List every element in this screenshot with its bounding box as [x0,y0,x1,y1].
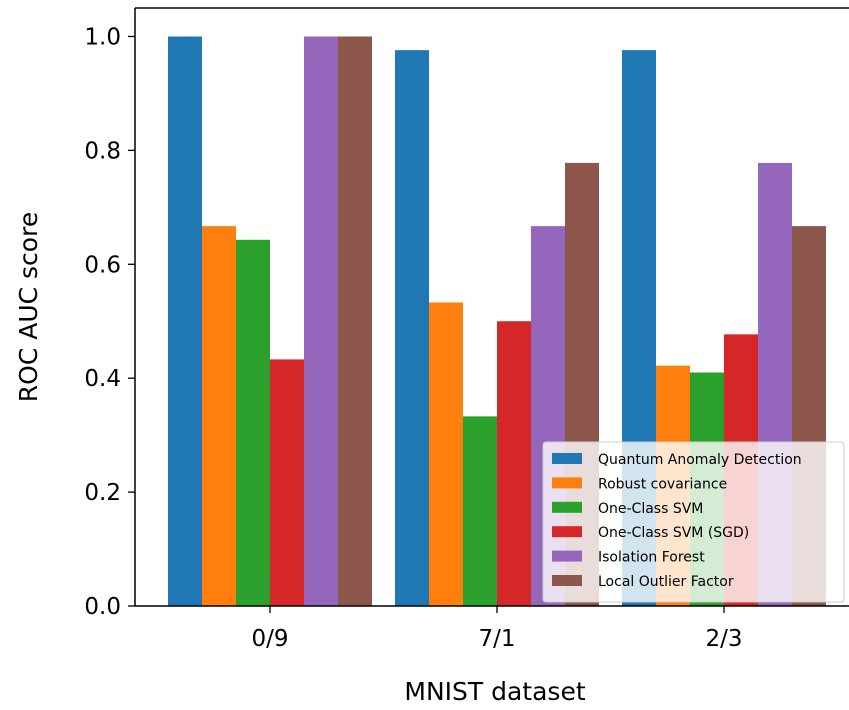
bar-0-9-isolation-forest [304,36,338,606]
legend-box [542,441,845,603]
x-tick-label: 7/1 [478,626,515,652]
legend-label: Local Outlier Factor [598,574,734,590]
y-tick-label: 0.6 [84,252,121,278]
bar-7-1-robust-covariance [429,302,463,606]
x-tick-label: 2/3 [705,626,742,652]
legend-label: Isolation Forest [598,550,705,566]
bar-7-1-one-class-svm [463,416,497,606]
x-axis-label: MNIST dataset [404,677,585,706]
bar-0-9-local-outlier-factor [338,36,372,606]
legend-swatch [552,526,582,538]
legend-swatch [552,575,582,586]
legend-label: Quantum Anomaly Detection [598,452,802,468]
legend-label: One-Class SVM [598,501,703,517]
y-tick-label: 0.0 [84,594,121,620]
legend: Quantum Anomaly Detection Robust covarian… [542,441,845,603]
legend-swatch [552,477,582,489]
legend-swatch [552,453,582,464]
axes-group: 0.0 0.2 0.4 0.6 0.8 1.0 0/9 7/1 2/3 [84,7,849,652]
legend-label: Robust covariance [598,476,727,492]
bar-0-9-one-class-svm-sgd [270,359,304,606]
y-axis-label: ROC AUC score [14,212,43,402]
legend-swatch [552,501,582,513]
bar-0-9-robust-covariance [202,226,236,606]
legend-swatch [552,550,582,562]
bar-0-9-one-class-svm [236,239,270,606]
bar-7-1-quantum-anomaly-detection [395,50,429,606]
bar-7-1-one-class-svm-sgd [497,321,531,606]
x-tick-label: 0/9 [251,626,288,652]
y-tick-label: 0.4 [84,366,121,392]
bar-0-9-quantum-anomaly-detection [168,36,202,606]
y-tick-label: 1.0 [84,24,121,50]
legend-label: One-Class SVM (SGD) [598,525,749,541]
y-tick-label: 0.2 [84,480,121,506]
y-tick-label: 0.8 [84,138,121,164]
